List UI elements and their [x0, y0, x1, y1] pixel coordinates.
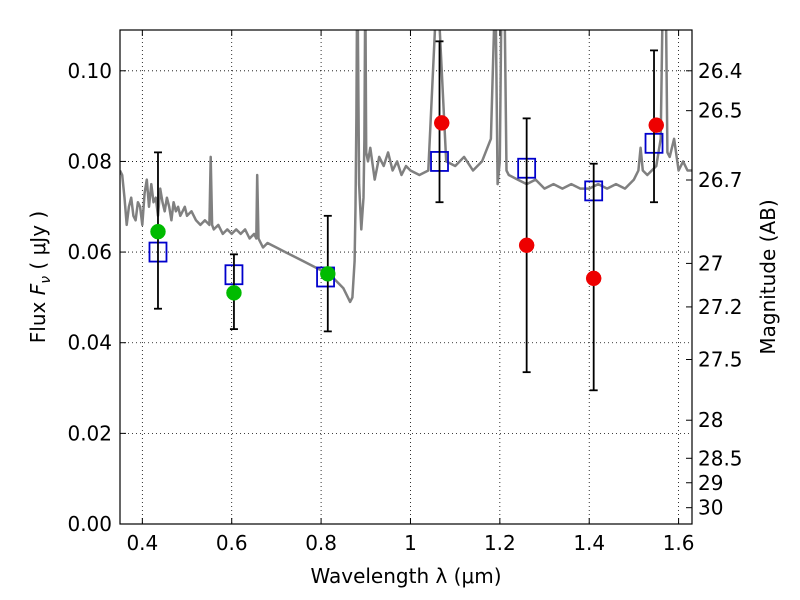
plot-frame: [119, 29, 693, 525]
y2-tick-label: 27: [698, 251, 723, 275]
y-axis-label-suffix: ( μJy ): [26, 211, 50, 276]
green-detection-point: [320, 266, 336, 282]
x-tick-label: 1: [404, 531, 417, 555]
axis-ticks: 0.4 0.6 0.8 1 1.2 1.4 1.6 0.00 0.02 0.04 0.06 0.08 0…: [67, 30, 743, 555]
y2-tick-label: 27.5: [698, 347, 743, 371]
y-tick-label: 0.10: [67, 59, 112, 83]
red-detection-point: [648, 117, 664, 133]
y-axis-label-prefix: Flux: [26, 295, 50, 343]
y-tick-label: 0.08: [67, 149, 112, 173]
y-axis-label-symbol: F: [26, 283, 50, 295]
y2-tick-label: 30: [698, 496, 723, 520]
red-detection-point: [518, 237, 535, 254]
y2-tick-label: 28: [698, 408, 723, 432]
x-tick-label: 0.4: [126, 531, 158, 555]
red-detection-point: [434, 115, 450, 131]
y2-tick-label: 28.5: [698, 446, 743, 470]
x-tick-label: 1.2: [484, 531, 516, 555]
y2-axis-label: Magnitude (AB): [756, 199, 780, 354]
y-tick-label: 0.00: [67, 512, 112, 536]
x-tick-label: 0.8: [305, 531, 337, 555]
y-tick-label: 0.02: [67, 421, 112, 445]
green-detection-point: [226, 285, 242, 301]
y2-tick-label: 27.2: [698, 295, 743, 319]
x-tick-label: 1.6: [663, 531, 695, 555]
y-tick-label: 0.06: [67, 240, 112, 264]
y2-tick-label: 26.4: [698, 59, 743, 83]
y-axis-label-subscript: ν: [38, 276, 54, 284]
spectrum-line: [120, 30, 692, 304]
x-axis-label: Wavelength λ (μm): [310, 564, 501, 588]
green-detection-point: [150, 223, 166, 240]
red-detection-point: [585, 270, 602, 287]
y-tick-label: 0.04: [67, 331, 112, 355]
plot-area: [120, 30, 692, 392]
y-axis-label: Flux Fν ( μJy ): [26, 211, 54, 343]
x-tick-label: 0.6: [216, 531, 248, 555]
y2-tick-label: 26.5: [698, 99, 743, 123]
x-tick-label: 1.4: [573, 531, 605, 555]
y2-tick-label: 26.7: [698, 168, 743, 192]
y2-tick-label: 29: [698, 471, 723, 495]
